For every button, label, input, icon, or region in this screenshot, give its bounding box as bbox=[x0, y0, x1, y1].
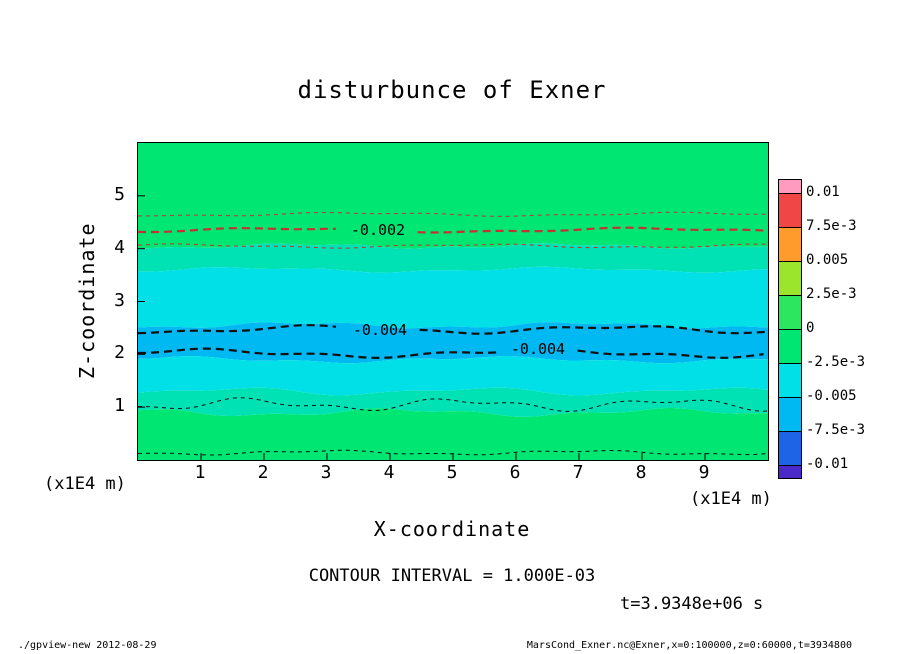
colorbar-segment bbox=[779, 261, 801, 295]
y-tick-label: 3 bbox=[114, 289, 125, 311]
colorbar bbox=[778, 179, 802, 479]
contour-label: -0.002 bbox=[351, 221, 405, 239]
x-tick-label: 2 bbox=[257, 462, 269, 483]
time-text: t=3.9348e+06 s bbox=[620, 594, 764, 614]
contour-line bbox=[138, 347, 499, 360]
colorbar-segment bbox=[779, 465, 801, 478]
fill-band bbox=[138, 266, 768, 329]
colorbar-segment bbox=[779, 227, 801, 261]
y-tick-label: 5 bbox=[114, 183, 125, 205]
colorbar-tick-label: -0.005 bbox=[806, 388, 857, 404]
contour-line bbox=[577, 349, 764, 359]
plot-area: -0.002 -0.004 -0.004 bbox=[137, 142, 769, 461]
contour-label: -0.004 bbox=[511, 340, 565, 358]
colorbar-segment bbox=[779, 180, 801, 193]
contour-line bbox=[138, 211, 768, 217]
contour-line bbox=[138, 226, 336, 234]
colorbar-segment bbox=[779, 363, 801, 397]
x-axis-tick-labels: 1 2 3 4 5 6 7 8 9 bbox=[137, 463, 767, 485]
colorbar-segment bbox=[779, 397, 801, 431]
contour-label: -0.004 bbox=[353, 321, 407, 339]
fill-band bbox=[138, 322, 768, 364]
x-tick-label: 4 bbox=[383, 462, 395, 483]
contour-line bbox=[419, 325, 768, 335]
contour-plot-canvas: -0.002 -0.004 -0.004 bbox=[138, 143, 768, 460]
colorbar-segment bbox=[779, 431, 801, 465]
contour-line bbox=[138, 324, 337, 335]
contour-line bbox=[417, 226, 766, 234]
x-axis-label: X-coordinate bbox=[373, 517, 531, 541]
fill-band bbox=[138, 408, 768, 460]
y-tick-label: 2 bbox=[114, 342, 125, 364]
fill-band bbox=[138, 387, 768, 417]
colorbar-tick-label: 0.005 bbox=[806, 252, 849, 268]
footer-source-text: MarsCond_Exner.nc@Exner,x=0:100000,z=0:6… bbox=[526, 640, 852, 651]
contour-line bbox=[138, 397, 768, 412]
x-tick-label: 6 bbox=[509, 462, 521, 483]
colorbar-tick-label: -2.5e-3 bbox=[806, 354, 866, 370]
contour-interval-text: CONTOUR INTERVAL = 1.000E-03 bbox=[308, 566, 596, 586]
fill-band bbox=[138, 356, 768, 396]
colorbar-tick-label: -0.01 bbox=[806, 456, 849, 472]
y-axis-label: Z-coordinate bbox=[75, 222, 99, 379]
colorbar-tick-label: 7.5e-3 bbox=[806, 218, 857, 234]
fill-band bbox=[138, 143, 768, 249]
contour-line bbox=[138, 243, 768, 249]
y-tick-label: 1 bbox=[114, 395, 125, 417]
y-tick-label: 4 bbox=[114, 236, 125, 258]
x-tick-label: 8 bbox=[635, 462, 647, 483]
colorbar-tick-label: 2.5e-3 bbox=[806, 286, 857, 302]
x-tick-label: 1 bbox=[194, 462, 206, 483]
footer-command-text: ./gpview-new 2012-08-29 bbox=[18, 640, 157, 651]
colorbar-tick-label: 0.01 bbox=[806, 184, 840, 200]
x-tick-label: 7 bbox=[572, 462, 584, 483]
plot-title: disturbunce of Exner bbox=[297, 76, 607, 104]
colorbar-segment bbox=[779, 193, 801, 227]
x-tick-label: 5 bbox=[446, 462, 458, 483]
x-tick-label: 9 bbox=[698, 462, 710, 483]
colorbar-segment bbox=[779, 329, 801, 363]
y-axis-unit: (x1E4 m) bbox=[44, 474, 126, 494]
fill-band bbox=[138, 243, 768, 273]
x-axis-unit: (x1E4 m) bbox=[690, 489, 772, 509]
colorbar-segment bbox=[779, 295, 801, 329]
colorbar-tick-label: 0 bbox=[806, 320, 815, 336]
colorbar-tick-label: -7.5e-3 bbox=[806, 422, 866, 438]
y-axis-tick-labels: 1 2 3 4 5 bbox=[100, 142, 128, 459]
x-tick-label: 3 bbox=[320, 462, 332, 483]
